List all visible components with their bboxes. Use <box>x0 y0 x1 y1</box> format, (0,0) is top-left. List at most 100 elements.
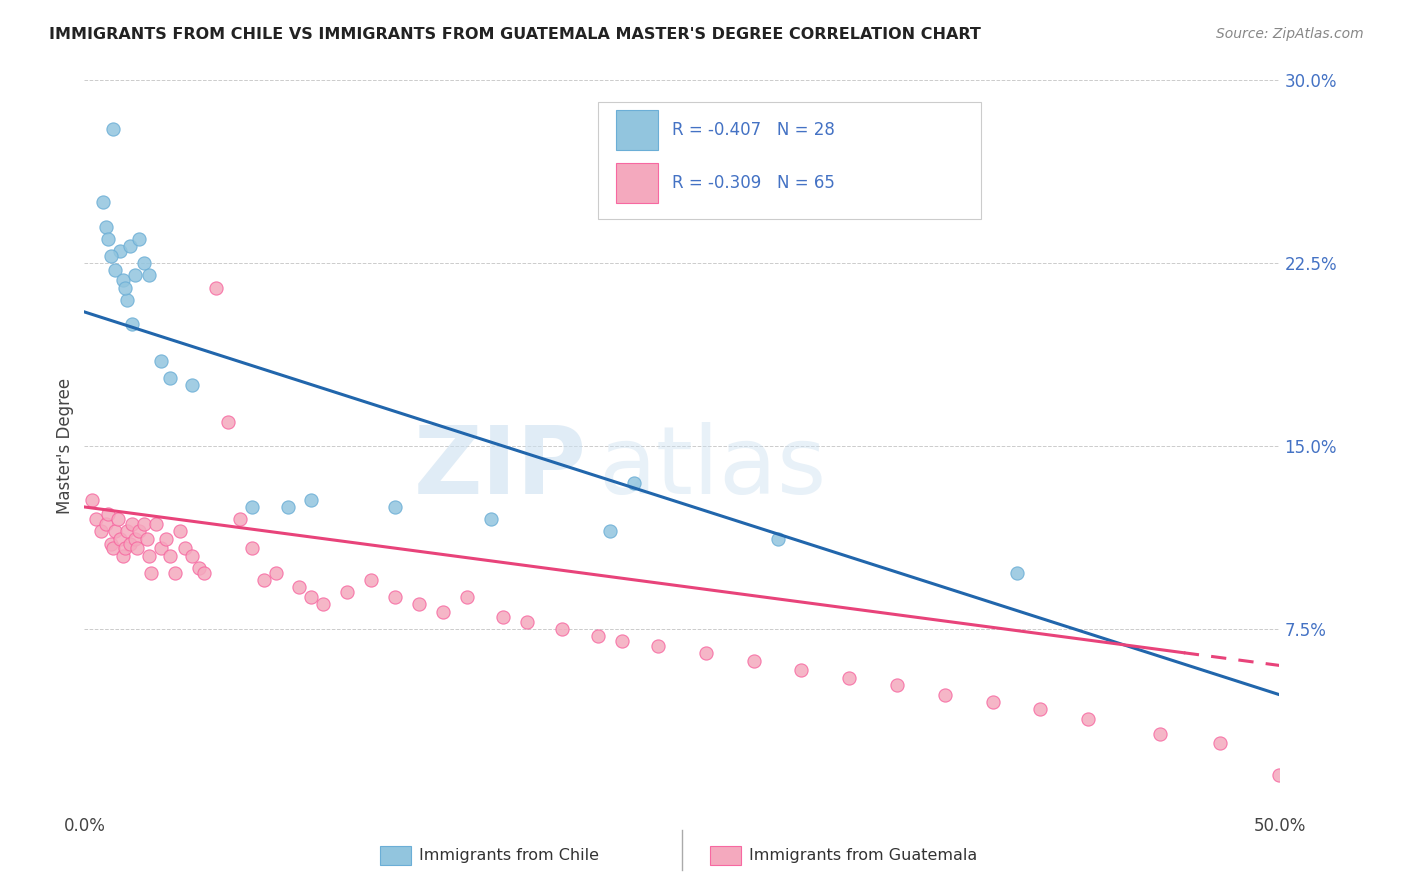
Text: Immigrants from Chile: Immigrants from Chile <box>419 848 599 863</box>
Point <box>117 293 139 307</box>
Point <box>336 585 359 599</box>
Point <box>623 475 645 490</box>
Point <box>94 219 117 234</box>
Y-axis label: Master's Degree: Master's Degree <box>56 378 75 514</box>
Point <box>121 317 143 331</box>
Point <box>132 516 156 531</box>
Point <box>790 663 813 677</box>
Point <box>1029 702 1052 716</box>
Point <box>384 590 406 604</box>
Point <box>93 195 115 210</box>
Point <box>97 508 120 522</box>
Text: ZIP: ZIP <box>413 422 586 514</box>
Point <box>107 512 129 526</box>
Point <box>277 500 299 514</box>
Point <box>169 524 191 539</box>
Point <box>188 561 211 575</box>
Text: Source: ZipAtlas.com: Source: ZipAtlas.com <box>1216 27 1364 41</box>
Point <box>742 654 765 668</box>
Point <box>117 524 139 539</box>
Text: atlas: atlas <box>599 422 827 514</box>
Point <box>110 532 132 546</box>
Point <box>934 688 956 702</box>
Bar <box>616 110 658 150</box>
Point <box>456 590 478 604</box>
Point <box>149 353 172 368</box>
Point <box>516 615 538 629</box>
Text: R = -0.309   N = 65: R = -0.309 N = 65 <box>672 174 835 192</box>
Point <box>432 605 454 619</box>
Point <box>121 516 143 531</box>
Point <box>217 415 239 429</box>
Point <box>155 532 177 546</box>
Point <box>101 541 124 556</box>
Point <box>110 244 132 258</box>
Point <box>301 590 323 604</box>
Point <box>408 598 430 612</box>
Point <box>114 541 136 556</box>
Point <box>384 500 406 514</box>
Point <box>766 532 789 546</box>
Point <box>100 249 122 263</box>
Point <box>588 629 610 643</box>
Point <box>695 646 717 660</box>
Point <box>181 549 204 563</box>
Point <box>981 695 1004 709</box>
Point <box>301 492 323 507</box>
Point <box>360 573 382 587</box>
Point <box>886 678 908 692</box>
Point <box>132 256 156 270</box>
Point <box>124 268 146 283</box>
Point <box>97 232 120 246</box>
Point <box>479 512 502 526</box>
Point <box>173 541 195 556</box>
Point <box>838 671 860 685</box>
Point <box>1209 736 1232 750</box>
Point <box>264 566 287 580</box>
Point <box>551 622 574 636</box>
Point <box>599 524 621 539</box>
Point <box>111 549 134 563</box>
Point <box>1268 768 1291 782</box>
Point <box>101 122 124 136</box>
FancyBboxPatch shape <box>599 103 981 219</box>
Point <box>124 532 146 546</box>
Point <box>205 280 228 294</box>
Point <box>1077 712 1099 726</box>
Point <box>118 536 141 550</box>
Point <box>141 566 163 580</box>
Point <box>128 524 150 539</box>
Point <box>181 378 204 392</box>
Point <box>229 512 252 526</box>
Point <box>138 549 160 563</box>
Point <box>159 549 181 563</box>
Point <box>193 566 215 580</box>
Point <box>128 232 150 246</box>
Bar <box>616 162 658 202</box>
Point <box>647 639 669 653</box>
Point <box>240 500 263 514</box>
Text: IMMIGRANTS FROM CHILE VS IMMIGRANTS FROM GUATEMALA MASTER'S DEGREE CORRELATION C: IMMIGRANTS FROM CHILE VS IMMIGRANTS FROM… <box>49 27 981 42</box>
Point <box>125 541 148 556</box>
Point <box>240 541 263 556</box>
Point <box>80 492 103 507</box>
Point <box>111 273 134 287</box>
Point <box>100 536 122 550</box>
Point <box>138 268 160 283</box>
Point <box>135 532 157 546</box>
Point <box>90 524 112 539</box>
Text: Immigrants from Guatemala: Immigrants from Guatemala <box>749 848 977 863</box>
Point <box>104 524 127 539</box>
Point <box>165 566 187 580</box>
Point <box>114 280 136 294</box>
Point <box>104 263 127 277</box>
Point <box>1005 566 1028 580</box>
Point <box>1149 727 1171 741</box>
Point <box>118 239 141 253</box>
Point <box>94 516 117 531</box>
Point <box>612 634 634 648</box>
Point <box>312 598 335 612</box>
Text: R = -0.407   N = 28: R = -0.407 N = 28 <box>672 121 835 139</box>
Point <box>492 609 515 624</box>
Point <box>253 573 276 587</box>
